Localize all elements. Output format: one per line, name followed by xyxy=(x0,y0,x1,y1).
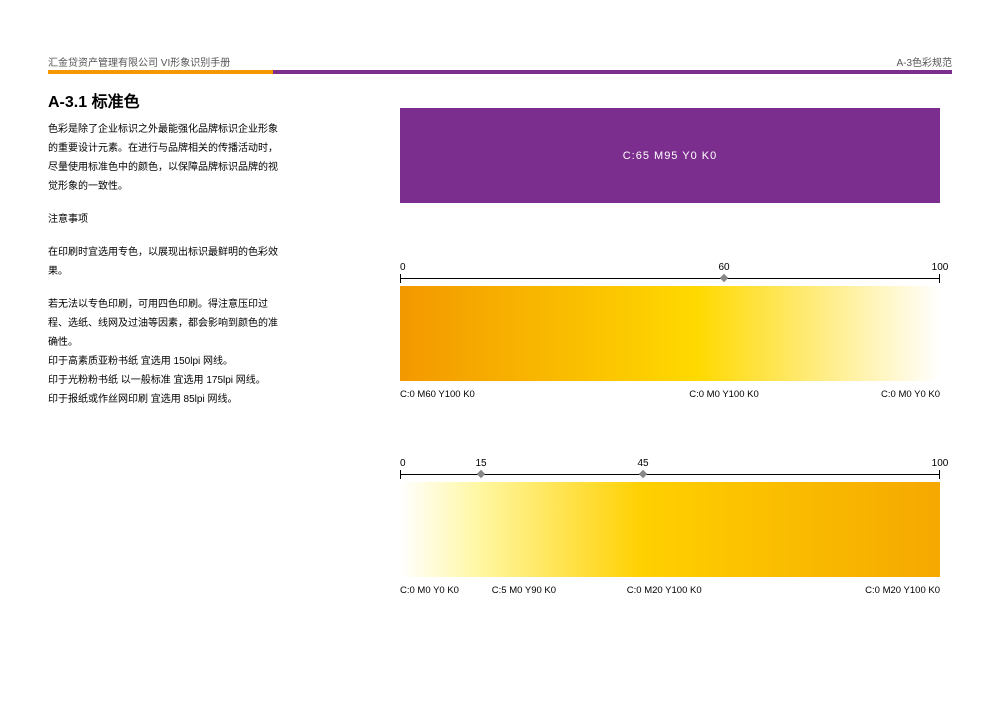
body-text: 色彩是除了企业标识之外最能强化品牌标识企业形象的重要设计元素。在进行与品牌相关的… xyxy=(48,120,278,423)
header-rule-primary xyxy=(273,70,952,74)
gradient-spec-1: 0 60 100 C:0 M60 Y100 K0 C:0 M0 Y100 K0 … xyxy=(400,264,940,405)
scale-line xyxy=(400,278,940,279)
paragraph: 色彩是除了企业标识之外最能强化品牌标识企业形象的重要设计元素。在进行与品牌相关的… xyxy=(48,120,278,196)
scale-tick xyxy=(400,470,401,479)
cmyk-label: C:0 M0 Y0 K0 xyxy=(400,585,459,596)
scale-tick xyxy=(939,470,940,479)
paragraph: 在印刷时宜选用专色，以展现出标识最鲜明的色彩效果。 xyxy=(48,243,278,281)
scale-label: 15 xyxy=(475,458,486,469)
gradient-scale: 0 60 100 xyxy=(400,264,940,286)
scale-label: 0 xyxy=(400,262,406,273)
scale-tick xyxy=(939,274,940,283)
page-header: 汇金贷资产管理有限公司 VI形象识别手册 A-3色彩规范 xyxy=(48,54,952,69)
gradient-spec-2: 0 15 45 100 C:0 M0 Y0 K0 C:5 M0 Y90 K0 C… xyxy=(400,460,940,601)
gradient-scale: 0 15 45 100 xyxy=(400,460,940,482)
scale-label: 60 xyxy=(718,262,729,273)
cmyk-label: C:0 M20 Y100 K0 xyxy=(627,585,702,596)
header-left: 汇金贷资产管理有限公司 VI形象识别手册 xyxy=(48,54,230,69)
scale-marker-icon xyxy=(477,470,485,478)
scale-label: 0 xyxy=(400,458,406,469)
section-title: A-3.1 标准色 xyxy=(48,88,140,112)
cmyk-label: C:0 M20 Y100 K0 xyxy=(865,585,940,596)
scale-marker-icon xyxy=(639,470,647,478)
scale-tick xyxy=(400,274,401,283)
scale-label: 100 xyxy=(932,262,949,273)
paragraph: 注意事项 xyxy=(48,210,278,229)
scale-label: 100 xyxy=(932,458,949,469)
header-right: A-3色彩规范 xyxy=(896,54,952,69)
gradient-bar xyxy=(400,286,940,381)
cmyk-label: C:0 M0 Y100 K0 xyxy=(689,389,759,400)
cmyk-label: C:0 M0 Y0 K0 xyxy=(881,389,940,400)
cmyk-labels: C:0 M0 Y0 K0 C:5 M0 Y90 K0 C:0 M20 Y100 … xyxy=(400,585,940,601)
primary-color-swatch: C:65 M95 Y0 K0 xyxy=(400,108,940,203)
scale-marker-icon xyxy=(720,274,728,282)
cmyk-labels: C:0 M60 Y100 K0 C:0 M0 Y100 K0 C:0 M0 Y0… xyxy=(400,389,940,405)
cmyk-label: C:5 M0 Y90 K0 xyxy=(492,585,556,596)
paragraph: 若无法以专色印刷，可用四色印刷。得注意压印过程、选纸、线网及过油等因素，都会影响… xyxy=(48,295,278,409)
scale-label: 45 xyxy=(637,458,648,469)
swatch-cmyk-label: C:65 M95 Y0 K0 xyxy=(623,150,718,162)
cmyk-label: C:0 M60 Y100 K0 xyxy=(400,389,475,400)
header-rule-accent xyxy=(48,70,273,74)
gradient-bar xyxy=(400,482,940,577)
header-rule xyxy=(48,70,952,74)
